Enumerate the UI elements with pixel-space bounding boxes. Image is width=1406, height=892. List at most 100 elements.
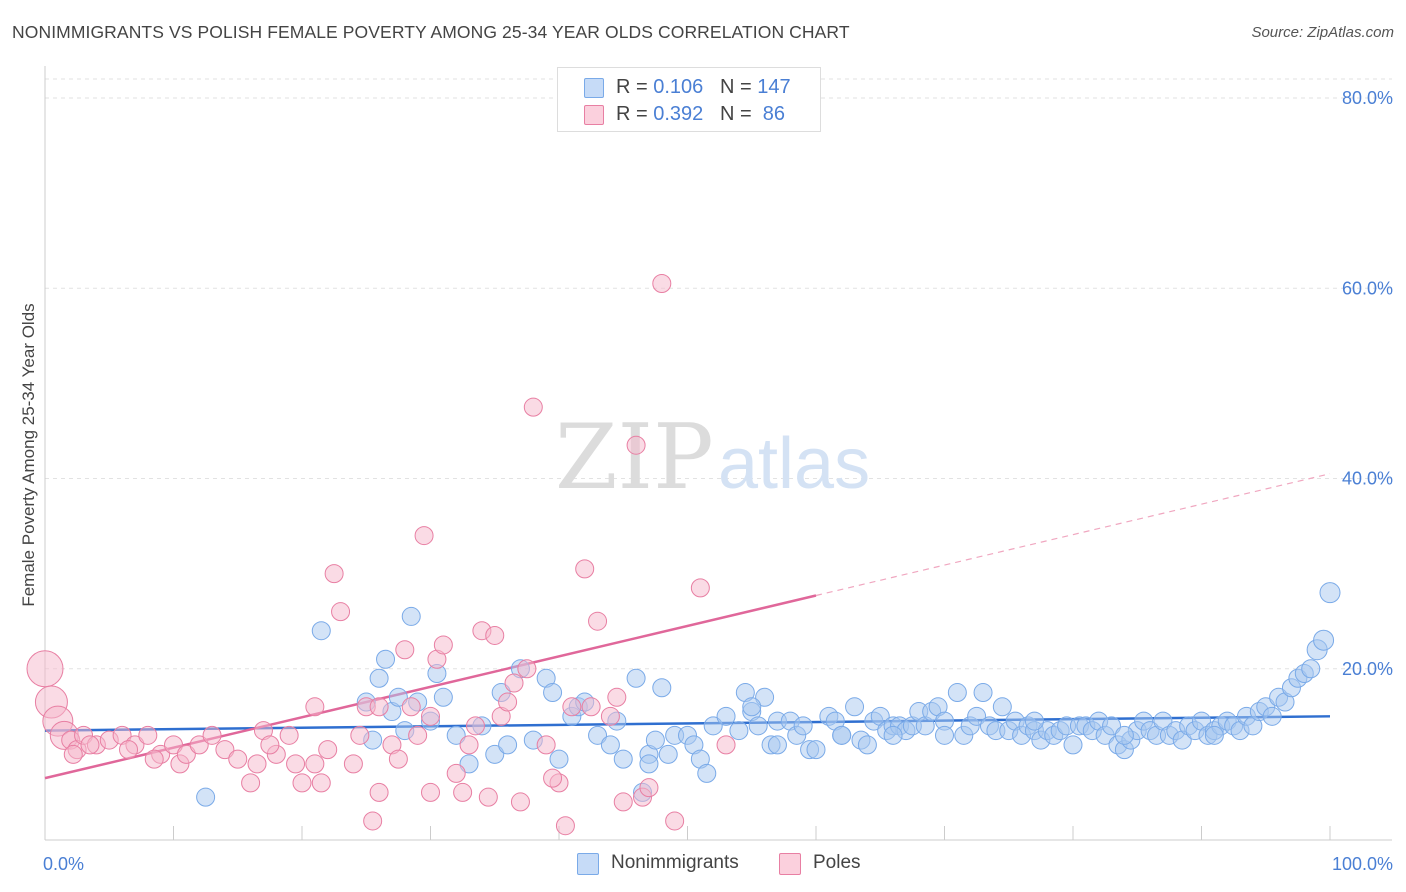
data-point xyxy=(697,763,717,783)
data-point xyxy=(286,754,306,774)
data-point xyxy=(196,787,216,807)
data-point xyxy=(1301,659,1321,679)
y-axis-label: Female Poverty Among 25-34 Year Olds xyxy=(19,303,38,606)
data-point xyxy=(247,754,267,774)
legend-swatch-nonimmigrants xyxy=(584,78,604,98)
data-point xyxy=(369,782,389,802)
data-point xyxy=(498,692,518,712)
data-point xyxy=(845,697,865,717)
data-point xyxy=(395,640,415,660)
data-point xyxy=(639,754,659,774)
bottom-legend-swatch-poles xyxy=(779,853,801,875)
data-point xyxy=(504,673,524,693)
tick-labels: 20.0% 40.0% 60.0% 80.0% 0.0% 100.0% xyxy=(43,88,1393,874)
bottom-legend: Nonimmigrants Poles xyxy=(0,852,1406,876)
data-point xyxy=(63,744,83,764)
data-point xyxy=(517,659,537,679)
data-point xyxy=(311,773,331,793)
data-point xyxy=(485,625,505,645)
data-point xyxy=(433,687,453,707)
data-point xyxy=(543,768,563,788)
data-point xyxy=(658,744,678,764)
y-tick-label: 80.0% xyxy=(1342,88,1393,108)
data-point xyxy=(401,697,421,717)
data-point xyxy=(388,749,408,769)
data-point xyxy=(665,811,685,831)
watermark: ZIP atlas xyxy=(555,405,870,510)
data-point xyxy=(562,697,582,717)
data-point xyxy=(1262,706,1282,726)
legend-n-value: 147 xyxy=(757,76,791,98)
legend-n-label: N = xyxy=(719,103,758,125)
data-point xyxy=(755,687,775,707)
data-point xyxy=(376,649,396,669)
data-point xyxy=(793,716,813,736)
watermark-zip: ZIP xyxy=(555,405,714,510)
data-point xyxy=(652,678,672,698)
data-point xyxy=(343,754,363,774)
data-point xyxy=(446,763,466,783)
data-point xyxy=(729,721,749,741)
data-point xyxy=(324,564,344,584)
data-point xyxy=(164,735,183,755)
data-point xyxy=(369,668,389,688)
data-point xyxy=(144,749,164,769)
data-point xyxy=(883,725,903,745)
data-point xyxy=(215,740,235,760)
data-point xyxy=(549,749,569,769)
data-point xyxy=(478,787,498,807)
legend-n-value: 86 xyxy=(757,103,786,125)
data-point xyxy=(607,687,627,707)
bottom-legend-swatch-nonimmigrants xyxy=(577,853,599,875)
data-point xyxy=(742,697,762,717)
legend-r-value: 0.392 xyxy=(653,103,704,125)
data-point xyxy=(318,740,338,760)
data-point xyxy=(748,716,768,736)
data-point xyxy=(935,725,954,745)
data-point xyxy=(613,749,633,769)
data-point xyxy=(350,725,370,745)
data-point xyxy=(973,683,993,703)
trendline-poles-extension xyxy=(815,473,1331,597)
data-point xyxy=(498,735,518,755)
data-point xyxy=(459,735,479,755)
data-point xyxy=(401,606,421,626)
y-tick-label: 40.0% xyxy=(1342,469,1393,489)
data-point xyxy=(363,811,383,831)
legend-swatch-poles xyxy=(584,105,604,125)
data-point xyxy=(947,683,967,703)
data-point xyxy=(465,716,485,736)
data-point xyxy=(485,744,505,764)
data-point xyxy=(453,782,473,802)
data-point xyxy=(543,683,563,703)
data-point xyxy=(331,602,351,622)
data-point xyxy=(119,740,139,760)
bottom-legend-label: Nonimmigrants xyxy=(611,852,739,873)
data-point xyxy=(832,725,852,745)
bottom-legend-label: Poles xyxy=(813,852,861,873)
data-point xyxy=(414,526,434,546)
x-tick-label: 100.0% xyxy=(1332,854,1393,874)
legend-r-label: R = xyxy=(616,76,654,98)
data-point xyxy=(408,725,428,745)
data-point xyxy=(967,706,987,726)
watermark-atlas: atlas xyxy=(718,424,870,504)
data-point xyxy=(690,578,710,598)
data-point xyxy=(555,816,575,836)
data-point xyxy=(138,725,158,745)
data-point xyxy=(228,749,248,769)
data-point xyxy=(176,744,196,764)
data-point xyxy=(1204,725,1224,745)
data-point xyxy=(305,754,325,774)
data-point xyxy=(292,773,312,793)
data-point xyxy=(523,397,543,417)
data-point xyxy=(421,782,440,802)
data-point xyxy=(652,273,672,293)
series-poles xyxy=(26,107,736,836)
data-point xyxy=(588,725,608,745)
data-point xyxy=(260,735,280,755)
data-point xyxy=(613,792,633,812)
data-point xyxy=(645,730,665,750)
data-point xyxy=(1063,735,1083,755)
